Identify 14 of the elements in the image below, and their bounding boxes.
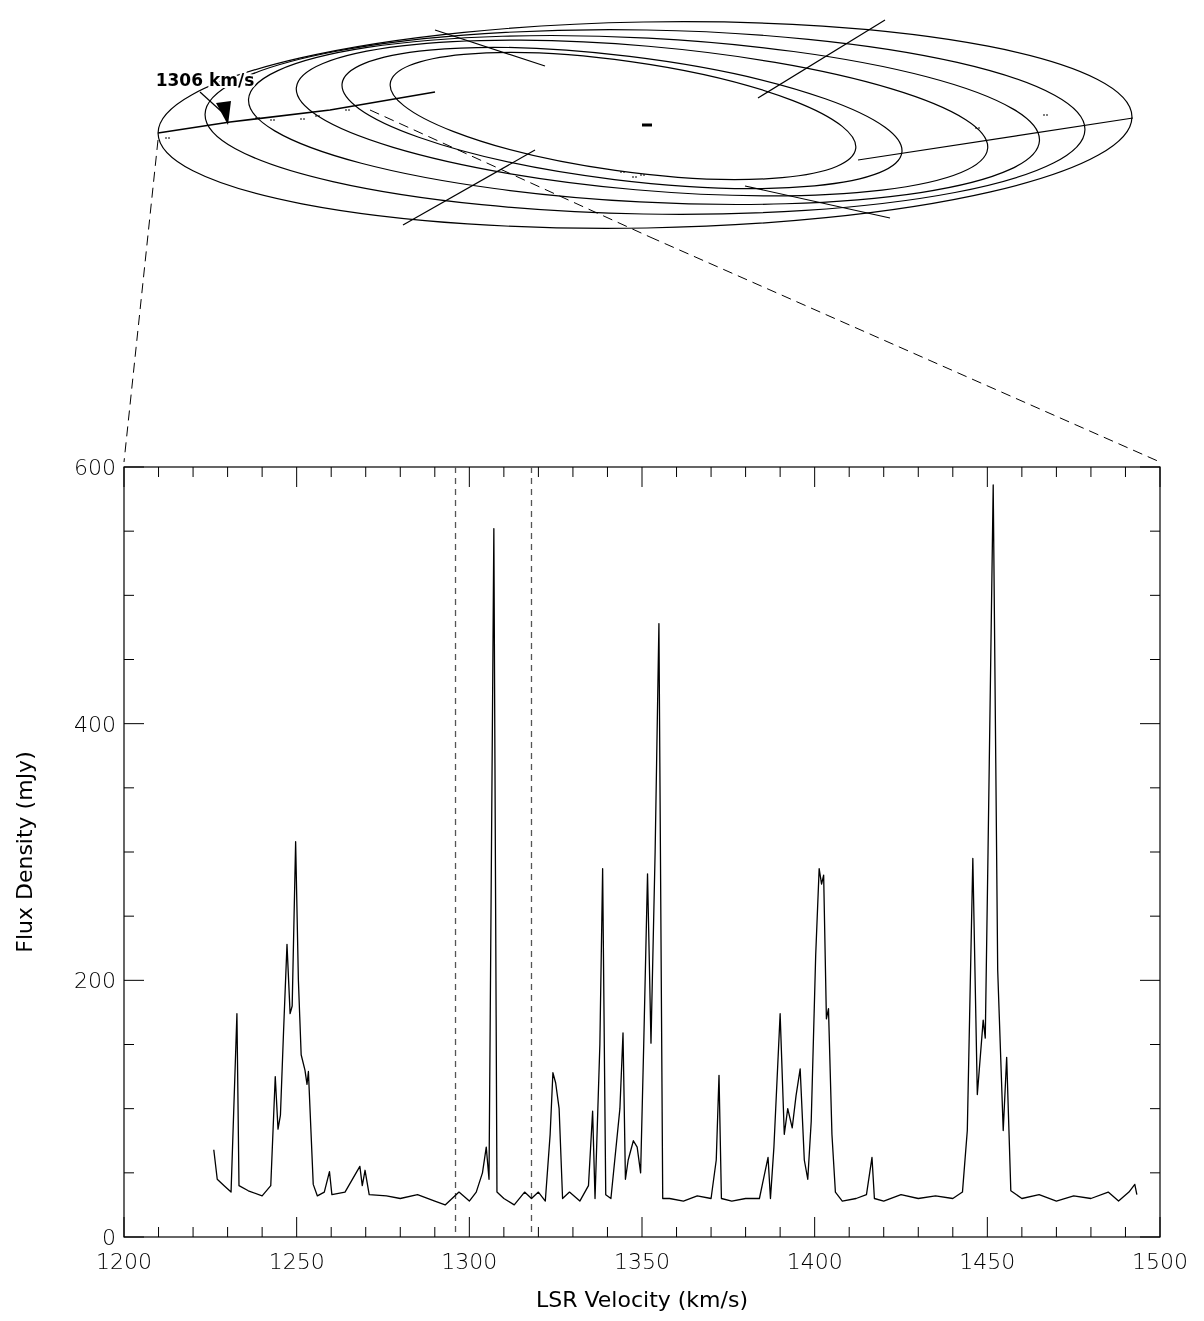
y-axis-title: Flux Density (mJy): [12, 751, 37, 953]
x-tick-label: 1400: [786, 1249, 843, 1274]
y-tick-label: 600: [74, 455, 116, 480]
x-tick-label: 1450: [959, 1249, 1016, 1274]
x-tick-label: 1200: [96, 1249, 152, 1274]
y-tick-label: 200: [74, 968, 116, 994]
x-axis-title: LSR Velocity (km/s): [535, 1287, 749, 1312]
y-tick-label: 0: [102, 1225, 116, 1250]
line-series: [213, 484, 1138, 1206]
x-tick-label: 1250: [268, 1249, 325, 1274]
y-tick-label: 400: [74, 711, 116, 737]
x-tick-label: 1300: [441, 1249, 498, 1274]
x-tick-label: 1500: [1132, 1249, 1188, 1274]
x-tick-label: 1350: [614, 1249, 670, 1274]
